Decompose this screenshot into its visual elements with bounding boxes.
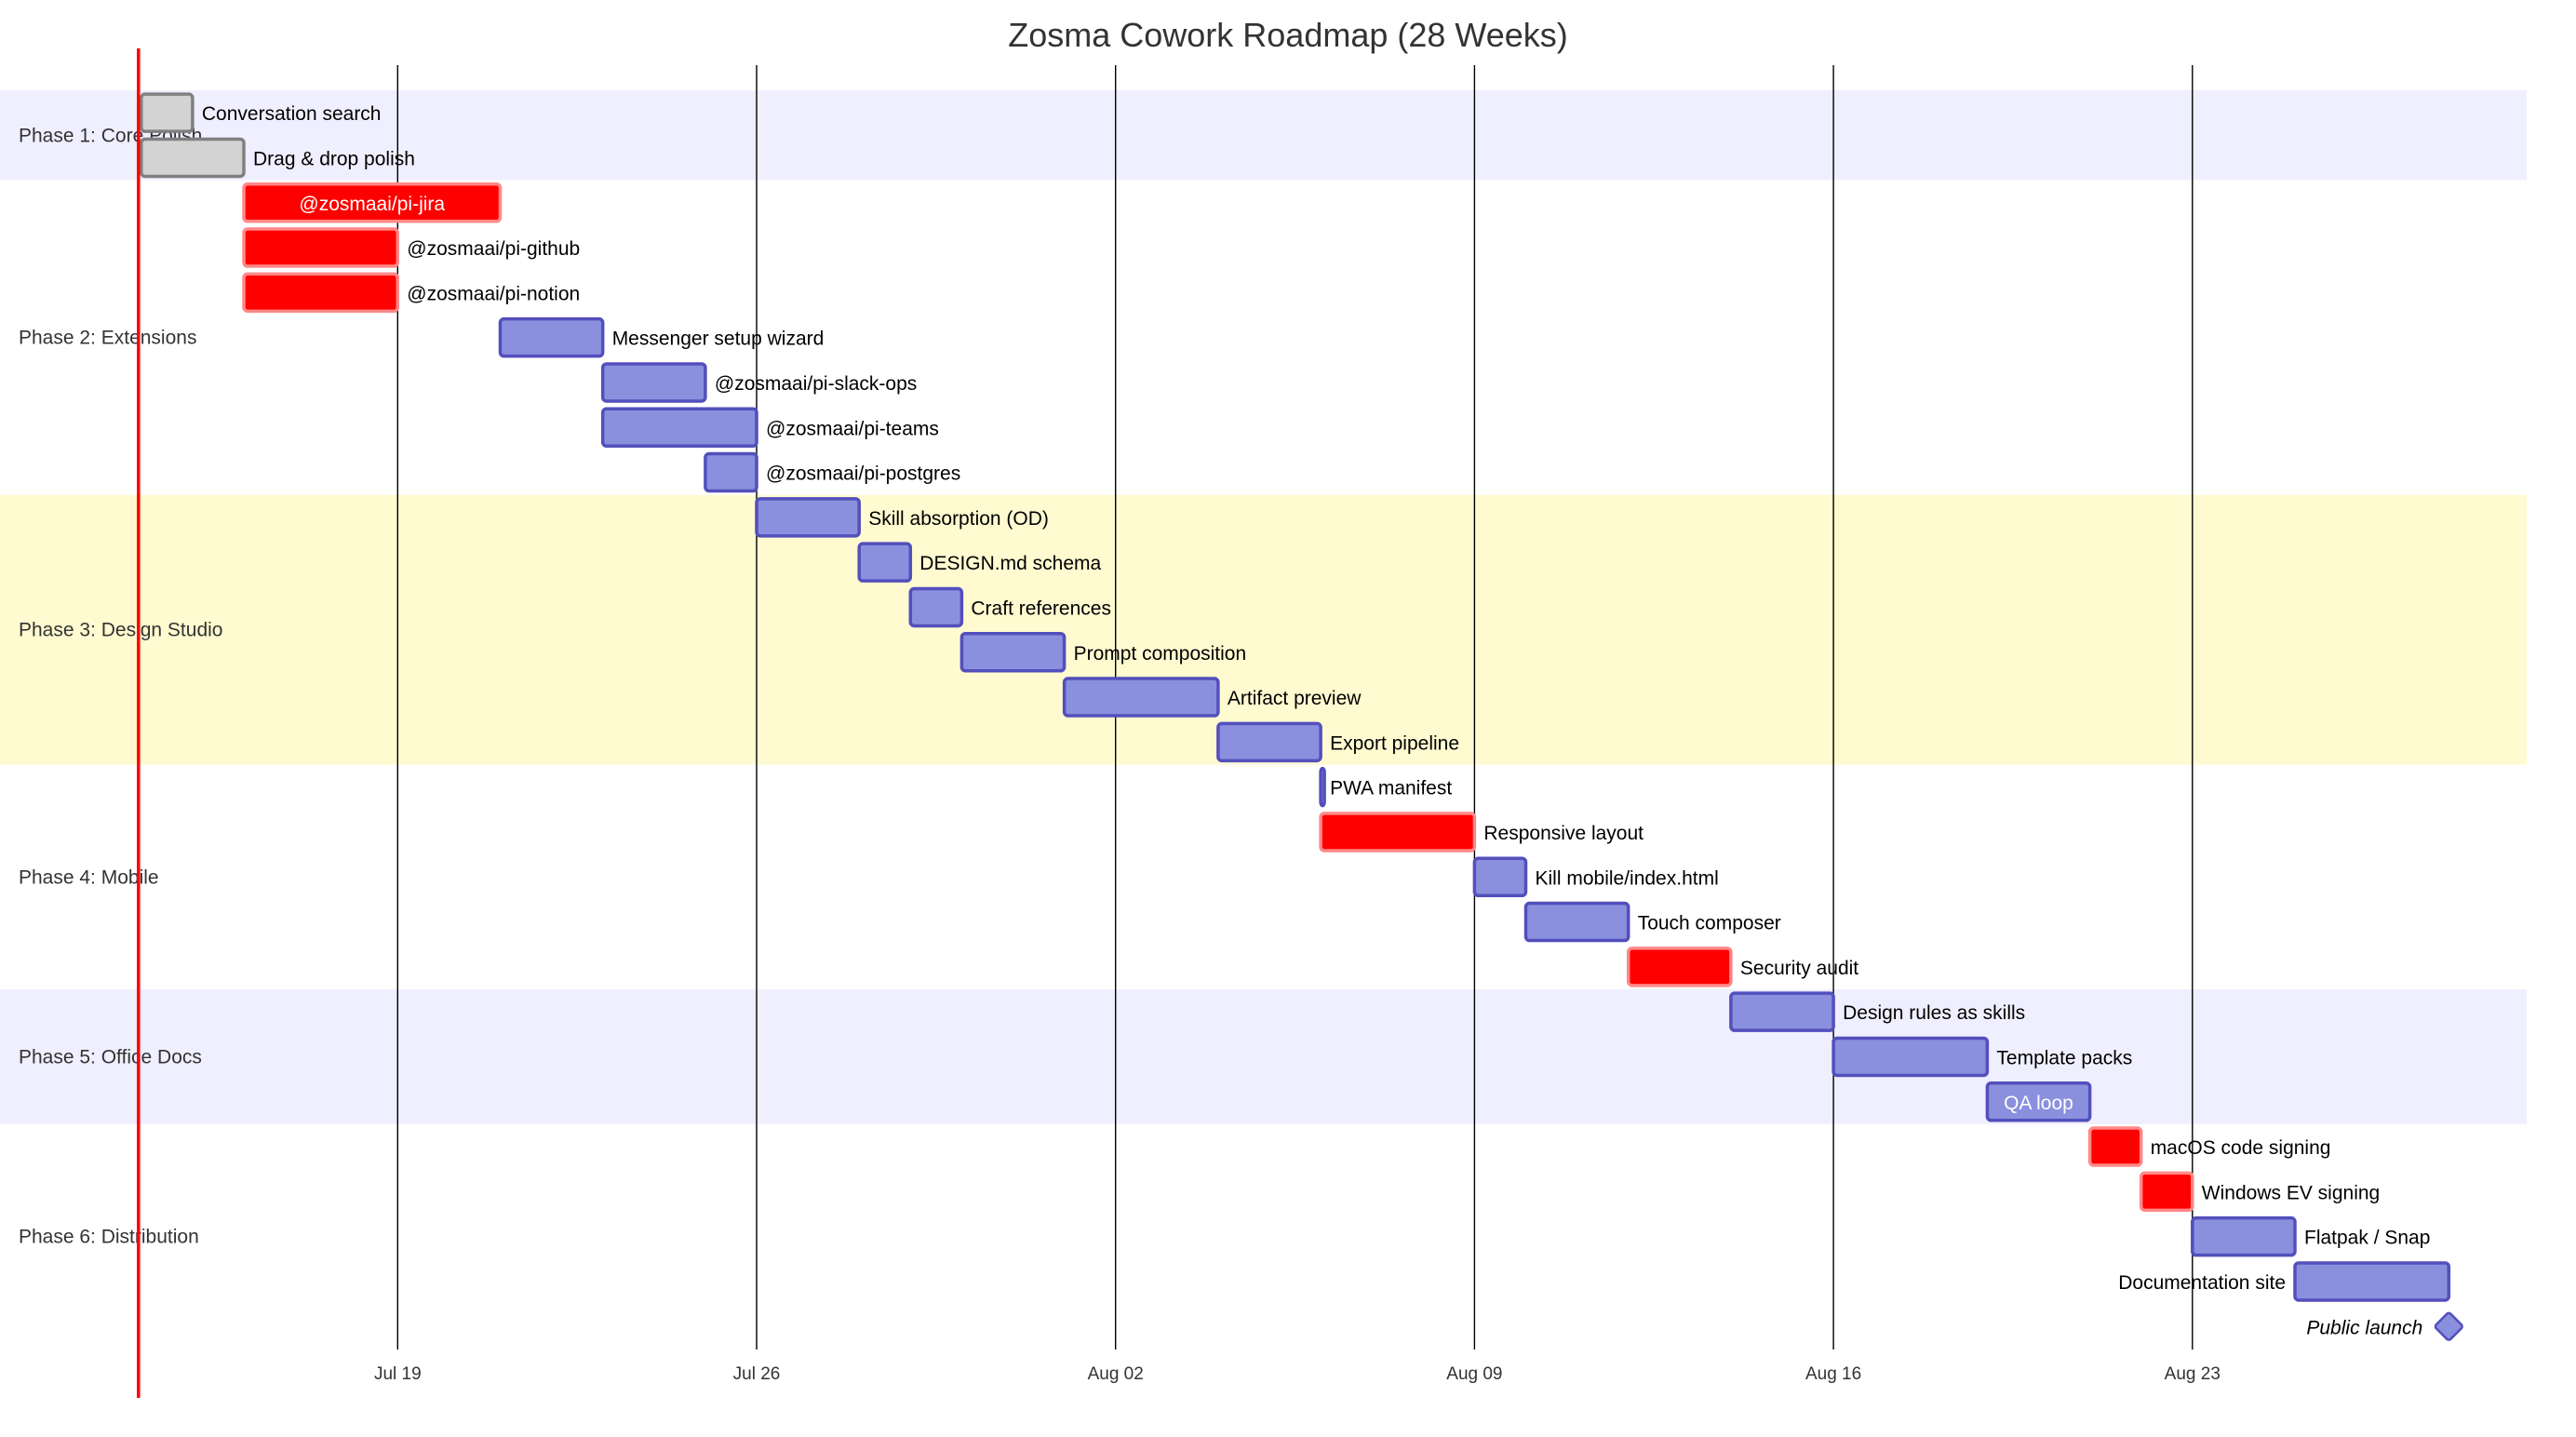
section-band xyxy=(0,989,2527,1124)
task-label: Flatpak / Snap xyxy=(2304,1228,2430,1249)
task-label: @zosmaai/pi-notion xyxy=(407,283,580,304)
task-bar xyxy=(140,92,195,133)
task-bar xyxy=(1216,721,1322,763)
task-label: Windows EV signing xyxy=(2202,1182,2380,1203)
task-label: Prompt composition xyxy=(1074,643,1247,665)
task-bar xyxy=(908,586,964,628)
task-bar xyxy=(140,137,246,179)
tick-label: Jul 19 xyxy=(374,1364,422,1384)
section-label: Phase 6: Distribution xyxy=(19,1227,199,1248)
task-label: @zosmaai/pi-jira xyxy=(299,194,445,215)
task-bar xyxy=(242,182,503,223)
task-bar xyxy=(959,632,1067,673)
task-bar xyxy=(1472,856,1528,897)
chart-title: Zosma Cowork Roadmap (28 Weeks) xyxy=(1008,16,1568,54)
task-bars: Conversation search Drag & drop polish @zo… xyxy=(140,92,2463,1341)
task-label: PWA manifest xyxy=(1330,778,1452,799)
task-label: @zosmaai/pi-slack-ops xyxy=(715,373,917,395)
task-label: Drag & drop polish xyxy=(253,148,415,169)
task-label: Template packs xyxy=(1996,1047,2132,1068)
task-label: Security audit xyxy=(1740,958,1858,979)
tick-label: Jul 26 xyxy=(733,1364,781,1384)
task-label: Design rules as skills xyxy=(1843,1002,2025,1024)
task-bar xyxy=(600,362,707,403)
task-label: Craft references xyxy=(971,598,1111,619)
task-label: QA loop xyxy=(2004,1093,2073,1114)
task-label: Kill mobile/index.html xyxy=(1536,867,1719,889)
section-band xyxy=(0,494,2527,765)
section-label: Phase 3: Design Studio xyxy=(19,620,222,641)
task-bar xyxy=(1319,812,1477,853)
section-label: Phase 4: Mobile xyxy=(19,866,159,888)
task-bar xyxy=(2191,1215,2297,1257)
section-band xyxy=(0,90,2527,181)
task-bar xyxy=(1985,1081,2092,1122)
task-bar xyxy=(2087,1126,2143,1167)
task-label: Conversation search xyxy=(202,103,382,125)
task-bar xyxy=(704,451,758,493)
task-bar xyxy=(1831,1036,1990,1078)
task-label: Export pipeline xyxy=(1330,732,1459,754)
task-bar xyxy=(242,272,400,314)
task-bar xyxy=(2293,1261,2451,1302)
task-bar xyxy=(857,542,913,583)
section-band xyxy=(0,180,2527,495)
section-label: Phase 5: Office Docs xyxy=(19,1046,202,1068)
section-band xyxy=(0,1123,2527,1350)
tick-label: Aug 23 xyxy=(2165,1364,2220,1384)
task-label: Documentation site xyxy=(2118,1272,2286,1294)
tick-label: Aug 09 xyxy=(1446,1364,1502,1384)
task-bar xyxy=(1062,677,1220,718)
milestone-marker xyxy=(2434,1311,2463,1341)
task-bar xyxy=(2139,1171,2194,1213)
task-label: @zosmaai/pi-github xyxy=(407,238,580,260)
task-bar xyxy=(242,227,400,268)
section-band xyxy=(0,764,2527,989)
section-label: Phase 2: Extensions xyxy=(19,328,196,349)
tick-label: Aug 16 xyxy=(1805,1364,1861,1384)
task-label: Touch composer xyxy=(1638,913,1781,934)
task-label: DESIGN.md schema xyxy=(919,553,1101,574)
task-bar xyxy=(600,407,758,448)
section-bands xyxy=(0,90,2527,1350)
task-bar xyxy=(1523,901,1630,943)
task-bar xyxy=(498,316,605,358)
tick-label: Aug 02 xyxy=(1088,1364,1144,1384)
task-bar xyxy=(755,497,861,538)
task-label: Skill absorption (OD) xyxy=(868,508,1049,530)
task-bar xyxy=(1319,766,1326,808)
axis-ticks: Jul 19 Jul 26 Aug 02 Aug 09 Aug 16 Aug 23 xyxy=(374,1364,2220,1384)
task-bar xyxy=(1729,991,1835,1032)
task-label: Messenger setup wizard xyxy=(612,329,825,350)
task-label: Public launch xyxy=(2306,1317,2422,1338)
task-label: Responsive layout xyxy=(1483,823,1644,844)
task-label: macOS code signing xyxy=(2151,1137,2331,1159)
task-label: Artifact preview xyxy=(1228,688,1362,709)
task-label: @zosmaai/pi-postgres xyxy=(766,463,960,485)
task-label: @zosmaai/pi-teams xyxy=(766,418,939,439)
task-bar xyxy=(1626,947,1733,987)
